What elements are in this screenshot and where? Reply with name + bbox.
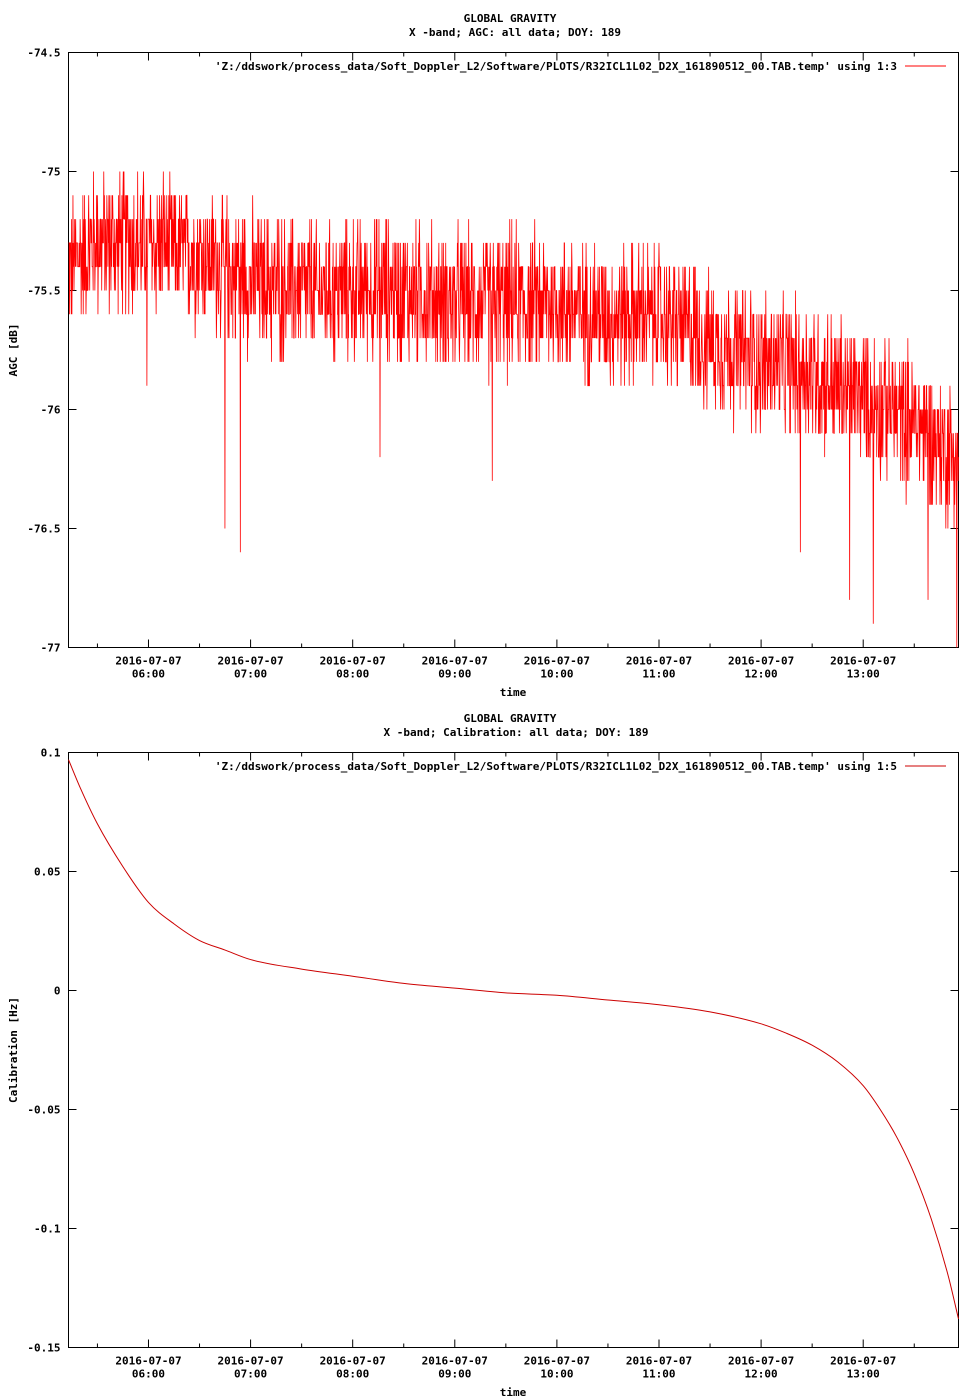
agc-x-tick-time: 07:00	[234, 668, 267, 681]
agc-chart: GLOBAL GRAVITY X -band; AGC: all data; D…	[7, 12, 959, 699]
agc-x-tick-date: 2016-07-07	[320, 655, 386, 668]
calibration-y-tick-label: 0.1	[41, 747, 61, 760]
agc-x-tick-date: 2016-07-07	[217, 655, 283, 668]
agc-x-tick-date: 2016-07-07	[626, 655, 692, 668]
agc-y-tick-label: -75	[41, 166, 61, 179]
calibration-x-tick-date: 2016-07-07	[728, 1355, 794, 1368]
calibration-y-axis-label: Calibration [Hz]	[7, 997, 20, 1103]
calibration-x-axis-label: time	[500, 1386, 527, 1399]
agc-x-tick-time: 11:00	[642, 668, 675, 681]
agc-y-tick-label: -77	[41, 642, 61, 655]
agc-x-axis: 2016-07-0706:002016-07-0707:002016-07-07…	[96, 52, 915, 681]
calibration-plot-frame	[68, 752, 959, 1348]
agc-x-tick-date: 2016-07-07	[728, 655, 794, 668]
calibration-chart-subtitle: X -band; Calibration: all data; DOY: 189	[384, 726, 649, 739]
calibration-x-tick-time: 12:00	[745, 1368, 778, 1381]
agc-y-tick-label: -74.5	[27, 47, 60, 60]
agc-y-tick-label: -76	[41, 404, 61, 417]
agc-x-tick-date: 2016-07-07	[830, 655, 896, 668]
calibration-x-tick-time: 11:00	[642, 1368, 675, 1381]
agc-chart-subtitle: X -band; AGC: all data; DOY: 189	[409, 26, 621, 39]
calibration-x-tick-date: 2016-07-07	[217, 1355, 283, 1368]
calibration-series-path	[68, 759, 959, 1320]
calibration-y-tick-label: 0.05	[34, 866, 61, 879]
agc-x-tick-time: 06:00	[132, 668, 165, 681]
agc-x-tick-time: 08:00	[336, 668, 369, 681]
agc-x-tick-time: 10:00	[540, 668, 573, 681]
agc-x-tick-date: 2016-07-07	[422, 655, 488, 668]
agc-x-tick-date: 2016-07-07	[115, 655, 181, 668]
agc-legend-text: 'Z:/ddswork/process_data/Soft_Doppler_L2…	[215, 60, 897, 73]
calibration-x-tick-date: 2016-07-07	[524, 1355, 590, 1368]
calibration-x-tick-time: 07:00	[234, 1368, 267, 1381]
calibration-chart-title: GLOBAL GRAVITY	[464, 712, 557, 725]
calibration-x-tick-date: 2016-07-07	[422, 1355, 488, 1368]
calibration-x-tick-date: 2016-07-07	[830, 1355, 896, 1368]
agc-series-line	[68, 171, 959, 648]
calibration-y-tick-label: -0.15	[27, 1342, 60, 1355]
agc-x-tick-time: 13:00	[847, 668, 880, 681]
agc-chart-title: GLOBAL GRAVITY	[464, 12, 557, 25]
calibration-x-tick-date: 2016-07-07	[320, 1355, 386, 1368]
calibration-x-tick-time: 10:00	[540, 1368, 573, 1381]
calibration-y-tick-label: 0	[54, 985, 61, 998]
calibration-x-tick-time: 08:00	[336, 1368, 369, 1381]
agc-series-path	[68, 171, 959, 648]
agc-y-tick-label: -75.5	[27, 285, 60, 298]
calibration-chart: GLOBAL GRAVITY X -band; Calibration: all…	[7, 712, 959, 1399]
calibration-y-axis: 0.1 0.05 0 -0.05 -0.1 -0.15	[27, 747, 959, 1355]
agc-y-tick-label: -76.5	[27, 523, 60, 536]
calibration-x-tick-date: 2016-07-07	[626, 1355, 692, 1368]
calibration-x-tick-time: 06:00	[132, 1368, 165, 1381]
calibration-y-tick-label: -0.05	[27, 1104, 60, 1117]
calibration-y-tick-label: -0.1	[34, 1223, 61, 1236]
agc-x-tick-time: 12:00	[745, 668, 778, 681]
agc-x-axis-label: time	[500, 686, 527, 699]
agc-x-tick-time: 09:00	[438, 668, 471, 681]
calibration-series-line	[68, 759, 959, 1320]
calibration-legend-text: 'Z:/ddswork/process_data/Soft_Doppler_L2…	[215, 760, 897, 773]
calibration-x-tick-date: 2016-07-07	[115, 1355, 181, 1368]
agc-y-axis: -74.5 -75 -75.5 -76 -76.5 -77	[27, 47, 959, 655]
agc-y-axis-label: AGC [dB]	[7, 324, 20, 377]
calibration-x-axis: 2016-07-0706:002016-07-0707:002016-07-07…	[96, 752, 915, 1381]
calibration-x-tick-time: 09:00	[438, 1368, 471, 1381]
agc-x-tick-date: 2016-07-07	[524, 655, 590, 668]
agc-plot-frame	[68, 52, 959, 648]
calibration-x-tick-time: 13:00	[847, 1368, 880, 1381]
